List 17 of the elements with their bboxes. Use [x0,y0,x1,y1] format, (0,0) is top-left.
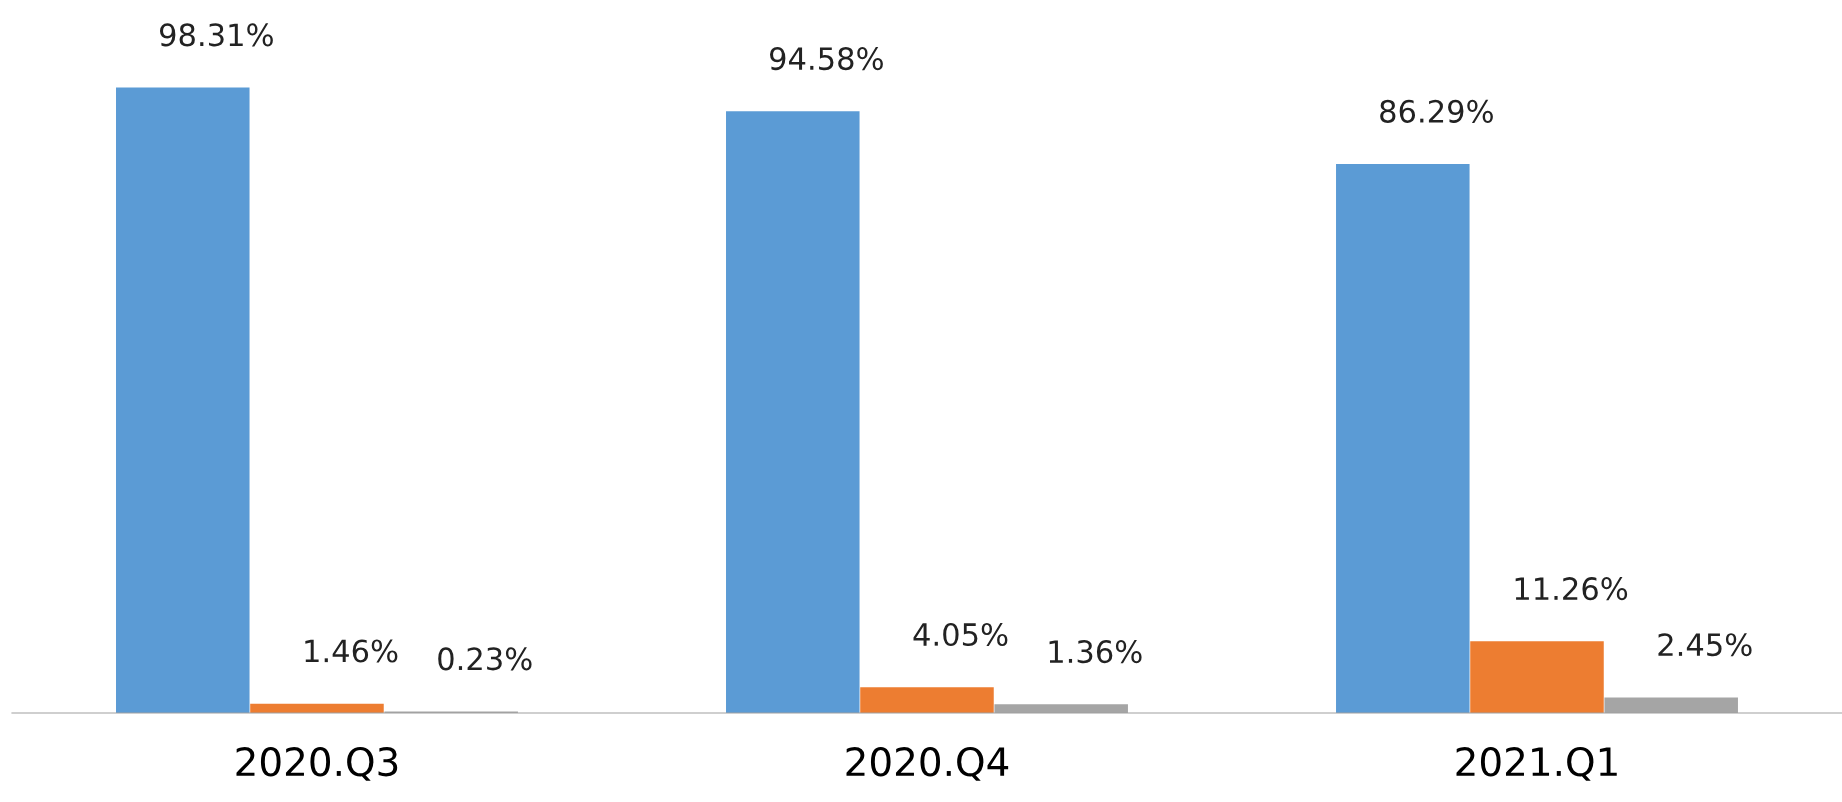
data-label: 98.31% [160,23,273,47]
bar [1336,164,1470,713]
bar [116,87,250,713]
data-label: 4.05% [913,622,1008,647]
bar [726,111,860,713]
data-label: 11.26% [1515,577,1628,601]
data-label: 2.45% [1658,633,1752,657]
data-label: 1.36% [1049,640,1142,664]
x-tick-label: 2020.Q3 [236,747,398,781]
data-label: 1.46% [305,639,398,663]
x-tick-label: 2020.Q4 [846,747,1009,781]
data-label: 94.58% [770,47,883,71]
data-label: 0.23% [438,647,532,671]
data-label: 86.29% [1380,99,1493,123]
bar [1470,641,1604,713]
bar [860,687,994,713]
x-tick-label: 2021.Q1 [1456,747,1617,781]
